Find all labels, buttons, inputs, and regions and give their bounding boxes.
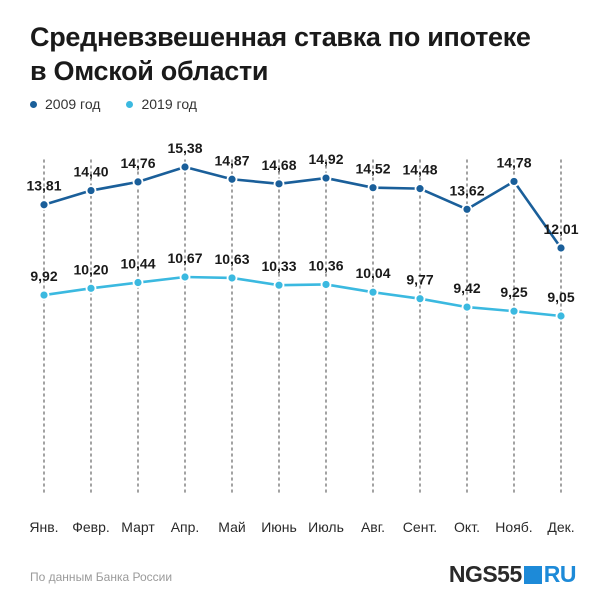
data-label: 10,36	[308, 257, 343, 273]
data-label: 9,25	[500, 284, 527, 300]
x-tick-label: Март	[121, 519, 155, 535]
data-point	[273, 279, 285, 291]
data-label: 14,87	[214, 152, 249, 168]
data-label: 14,68	[261, 157, 296, 173]
legend: 2009 год 2019 год	[30, 96, 197, 112]
series-line-2019	[43, 275, 562, 318]
data-point	[414, 293, 426, 305]
data-point	[555, 310, 567, 322]
data-label: 14,48	[402, 162, 437, 178]
data-label: 14,92	[308, 151, 343, 167]
data-point	[320, 172, 332, 184]
x-tick-label: Февр.	[72, 519, 110, 535]
data-label: 12,01	[543, 221, 578, 237]
x-tick-label: Авг.	[361, 519, 385, 535]
data-point	[226, 173, 238, 185]
data-label: 14,78	[496, 154, 531, 170]
x-tick-label: Май	[218, 519, 245, 535]
data-point	[226, 272, 238, 284]
data-label: 15,38	[167, 140, 202, 156]
x-tick-label: Апр.	[171, 519, 200, 535]
data-label: 10,33	[261, 258, 296, 274]
x-tick-label: Июль	[308, 519, 344, 535]
data-label: 10,44	[120, 256, 155, 272]
data-point	[367, 286, 379, 298]
legend-item-2019: 2019 год	[126, 96, 197, 112]
data-label: 9,42	[453, 280, 480, 296]
legend-label-2009: 2009 год	[45, 96, 101, 112]
logo-square-icon	[523, 565, 542, 584]
legend-item-2009: 2009 год	[30, 96, 100, 112]
legend-marker-2019	[126, 100, 134, 108]
data-point	[461, 301, 473, 313]
legend-label-2019: 2019 год	[141, 96, 197, 112]
data-label: 9,77	[406, 272, 433, 288]
data-point	[273, 178, 285, 190]
x-tick-label: Сент.	[403, 519, 437, 535]
data-point	[414, 183, 426, 195]
data-point	[179, 161, 191, 173]
data-label: 10,67	[167, 250, 202, 266]
data-label: 10,04	[355, 265, 390, 281]
data-point	[367, 182, 379, 194]
ngs55-logo: NGS55 RU	[448, 561, 577, 588]
source-note: По данным Банка России	[30, 570, 173, 584]
data-point	[320, 279, 332, 290]
data-point	[508, 305, 520, 317]
data-label: 13,81	[26, 178, 61, 194]
data-point	[555, 242, 567, 254]
data-label: 9,05	[547, 289, 574, 305]
logo-domain: RU	[543, 561, 577, 587]
x-tick-label: Дек.	[547, 519, 574, 535]
data-label: 9,92	[30, 268, 57, 284]
chart-title: Средневзвешенная ставка по ипотеке в Омс…	[30, 22, 531, 86]
data-point	[85, 282, 97, 294]
data-point	[132, 176, 144, 188]
data-point	[132, 277, 144, 288]
data-label: 13,62	[449, 182, 484, 198]
data-label: 10,20	[73, 261, 108, 277]
legend-marker-2009	[30, 100, 37, 108]
data-label: 14,52	[355, 161, 390, 177]
data-point	[508, 176, 520, 187]
data-point	[179, 271, 191, 283]
x-tick-label: Янв.	[29, 519, 58, 535]
x-tick-label: Окт.	[454, 519, 480, 535]
x-tick-label: Июнь	[261, 519, 297, 535]
logo-text: NGS55	[448, 561, 522, 587]
data-point	[85, 185, 97, 196]
x-tick-label: Нояб.	[495, 519, 532, 535]
data-point	[461, 203, 473, 215]
series-line-2009	[43, 165, 563, 249]
data-point	[38, 289, 50, 301]
data-label: 10,63	[214, 251, 249, 267]
data-point	[38, 199, 50, 211]
data-label: 14,40	[73, 164, 108, 180]
data-label: 14,76	[120, 155, 155, 171]
